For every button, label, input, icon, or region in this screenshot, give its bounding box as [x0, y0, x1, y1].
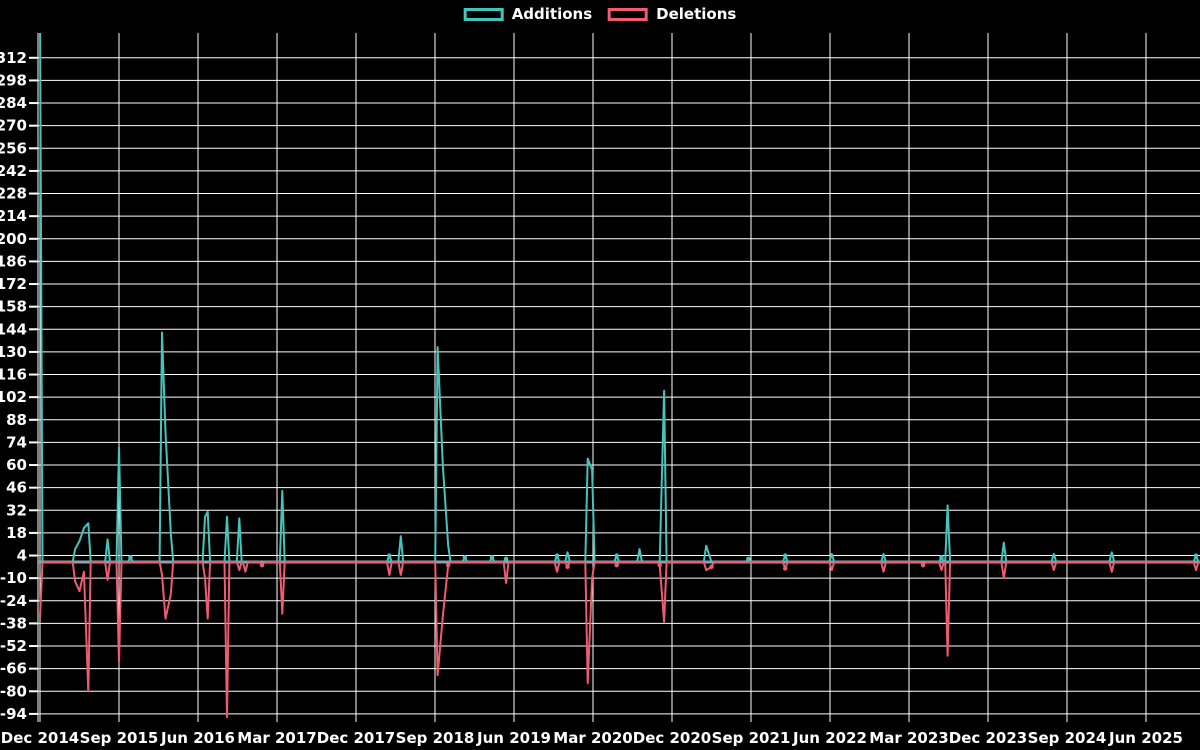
- additions-line: [39, 33, 1200, 563]
- deletions-point-marker: [445, 563, 451, 568]
- x-tick-label: Jun 2019: [476, 729, 551, 747]
- additions-point-marker: [462, 554, 468, 560]
- legend-item-deletions[interactable]: Deletions: [608, 7, 736, 22]
- x-tick-label: Dec 2014: [1, 729, 80, 747]
- deletions-line: [39, 561, 1200, 719]
- x-tick-label: Sep 2021: [712, 729, 791, 747]
- x-tick-label: Dec 2020: [633, 729, 712, 747]
- legend-label-deletions: Deletions: [656, 5, 737, 23]
- additions-point-marker: [387, 553, 392, 558]
- y-tick-label: 4: [17, 547, 27, 565]
- x-tick-label: Mar 2020: [553, 729, 632, 747]
- y-tick-label: 158: [0, 298, 27, 316]
- additions-point-marker: [489, 554, 495, 560]
- deletions-point-marker: [565, 564, 570, 570]
- y-tick-label: 214: [0, 207, 27, 225]
- y-tick-label: 256: [0, 139, 27, 157]
- deletions-point-marker: [920, 563, 926, 568]
- y-tick-label: 228: [0, 185, 27, 203]
- y-tick-label: 270: [0, 117, 27, 135]
- x-tick-label: Dec 2017: [317, 729, 396, 747]
- y-tick-label: 46: [6, 479, 27, 497]
- y-tick-label: 172: [0, 275, 27, 293]
- additions-point-marker: [1193, 553, 1199, 558]
- chart-legend: Additions Deletions: [463, 5, 736, 23]
- deletions-point-marker: [783, 566, 788, 571]
- additions-point-marker: [783, 553, 788, 558]
- x-tick-label: Dec 2023: [949, 729, 1028, 747]
- legend-item-additions[interactable]: Additions: [463, 5, 593, 23]
- x-tick-label: Sep 2024: [1028, 729, 1107, 747]
- deletions-point-marker: [709, 564, 714, 570]
- legend-swatch-deletions: [608, 8, 649, 21]
- y-tick-label: -80: [0, 682, 27, 700]
- y-tick-label: 32: [6, 501, 27, 519]
- y-tick-label: 88: [6, 411, 27, 429]
- additions-point-marker: [614, 553, 619, 558]
- y-tick-label: 284: [0, 94, 27, 112]
- x-tick-label: Mar 2017: [237, 729, 316, 747]
- additions-point-marker: [503, 556, 509, 561]
- y-tick-label: 18: [6, 524, 27, 542]
- deletions-point-marker: [657, 563, 662, 568]
- x-tick-label: Jun 2016: [160, 729, 235, 747]
- y-tick-label: 60: [6, 456, 27, 474]
- additions-point-marker: [128, 554, 133, 560]
- x-tick-label: Jun 2025: [1108, 729, 1183, 747]
- additions-point-marker: [746, 556, 751, 561]
- deletions-point-marker: [614, 563, 619, 568]
- legend-label-additions: Additions: [511, 5, 593, 23]
- y-tick-label: 298: [0, 71, 27, 89]
- y-tick-label: 144: [0, 320, 27, 338]
- y-tick-label: 312: [0, 49, 27, 67]
- x-tick-label: Jun 2022: [792, 729, 867, 747]
- y-tick-label: 242: [0, 162, 27, 180]
- y-tick-label: -94: [0, 705, 27, 723]
- x-tick-label: Mar 2023: [869, 729, 948, 747]
- y-tick-label: 200: [0, 230, 27, 248]
- additions-point-marker: [554, 553, 560, 558]
- y-tick-label: -38: [0, 614, 27, 632]
- y-tick-label: 102: [0, 388, 27, 406]
- additions-point-marker: [939, 554, 944, 560]
- y-tick-label: -52: [0, 637, 27, 655]
- y-tick-label: 74: [6, 433, 27, 451]
- x-tick-label: Sep 2018: [396, 729, 475, 747]
- y-tick-label: -24: [0, 592, 27, 610]
- y-tick-label: -66: [0, 660, 27, 678]
- y-tick-label: -10: [0, 569, 27, 587]
- deletions-point-marker: [259, 563, 265, 568]
- y-tick-label: 130: [0, 343, 27, 361]
- x-tick-label: Sep 2015: [80, 729, 159, 747]
- y-tick-label: 116: [0, 366, 27, 384]
- y-tick-label: 186: [0, 252, 27, 270]
- legend-swatch-additions: [463, 8, 504, 21]
